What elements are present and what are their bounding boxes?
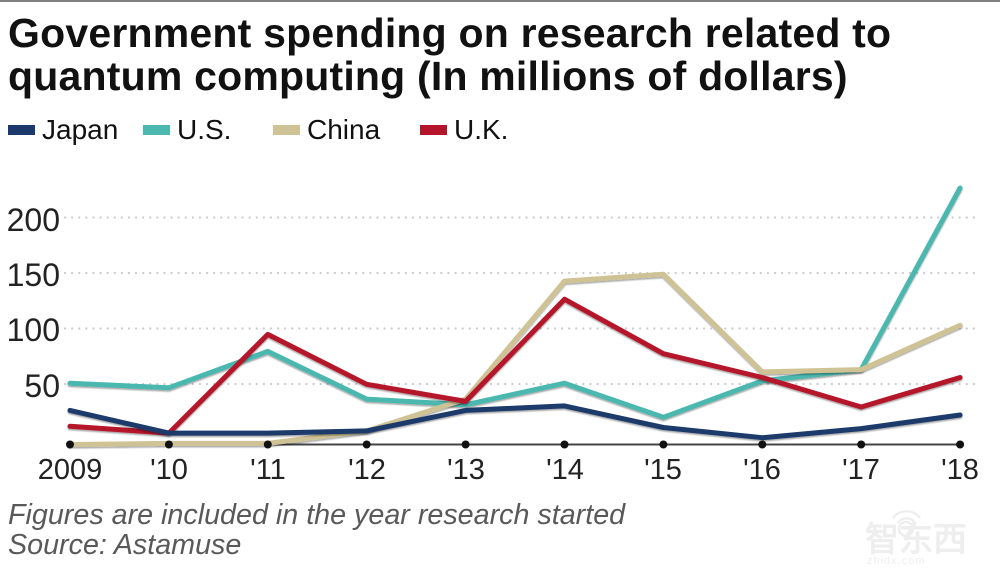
- svg-text:智东西: 智东西: [865, 520, 967, 559]
- svg-text:zhidx.com: zhidx.com: [867, 555, 926, 567]
